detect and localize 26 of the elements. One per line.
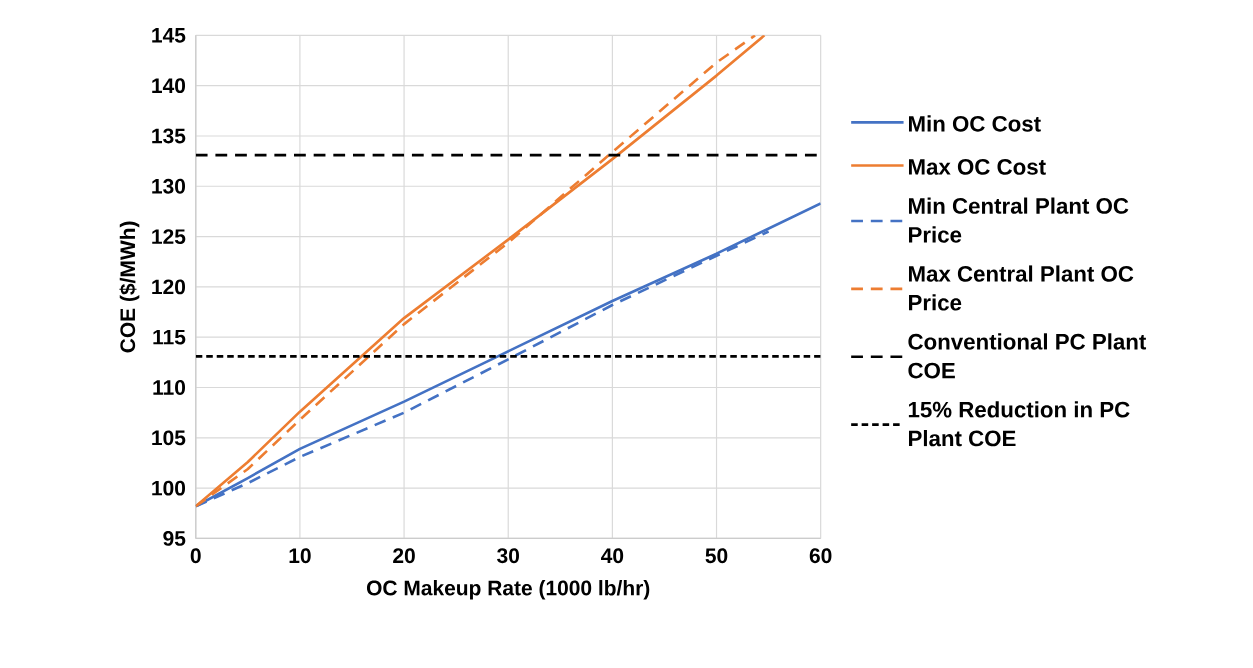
y-tick-label: 110 [153,380,186,395]
x-tick-label: 30 [497,548,519,564]
y-tick-label: 140 [152,78,186,94]
x-tick-label: 50 [705,548,728,564]
x-axis-title: OC Makeup Rate (1000 lb/hr) [366,579,650,600]
y-tick-label: 135 [152,128,186,144]
y-tick-label: 100 [152,480,186,496]
legend-label: Conventional PC Plant COE [908,333,1147,379]
y-axis-title: COE ($/MWh) [119,221,140,353]
legend-label: Max OC Cost [909,158,1046,175]
y-tick-label: 145 [152,27,186,43]
x-tick-label: 20 [393,548,415,564]
y-tick-label: 105 [152,430,186,446]
x-tick-label: 10 [289,548,311,564]
legend-label: Min Central Plant OC Price [909,197,1129,243]
y-tick-label: 115 [153,329,186,345]
legend-label: Min OC Cost [909,115,1041,132]
legend-label: 15% Reduction in PC Plant COE [908,401,1130,447]
x-tick-label: 0 [190,548,201,564]
y-tick-label: 125 [152,229,186,244]
y-tick-label: 120 [152,279,186,295]
y-tick-label: 95 [163,530,186,546]
legend-label: Max Central Plant OC Price [909,265,1134,311]
x-tick-label: 40 [601,548,624,564]
y-tick-label: 130 [152,178,186,194]
x-tick-label: 60 [809,548,832,564]
